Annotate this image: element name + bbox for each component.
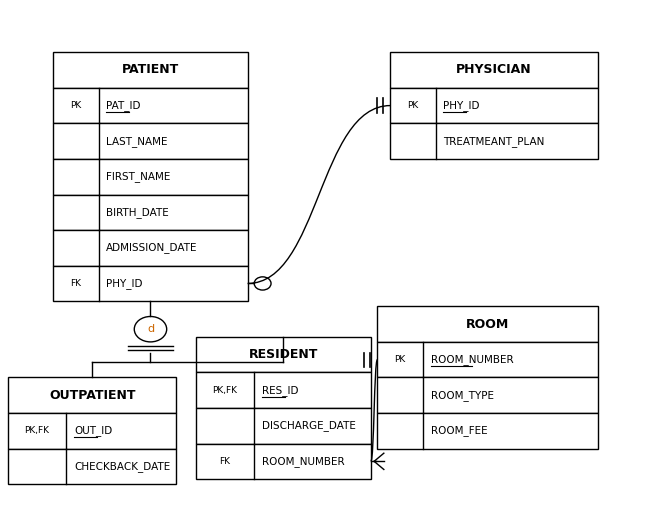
Text: PK: PK (408, 101, 419, 110)
Bar (53, 230, 248, 266)
Bar (196, 408, 371, 444)
Bar (53, 52, 248, 88)
Bar (53, 123, 248, 159)
Text: OUT_ID: OUT_ID (74, 425, 112, 436)
Text: PHY_ID: PHY_ID (443, 100, 480, 111)
Text: PHYSICIAN: PHYSICIAN (456, 63, 532, 77)
Bar (53, 266, 248, 301)
Bar (378, 413, 598, 449)
Text: ROOM_NUMBER: ROOM_NUMBER (262, 456, 344, 467)
Bar (378, 342, 598, 378)
Bar (391, 52, 598, 88)
Text: d: d (147, 323, 154, 334)
Bar (8, 449, 176, 484)
Text: RESIDENT: RESIDENT (249, 348, 318, 361)
Bar (391, 123, 598, 159)
Text: ADMISSION_DATE: ADMISSION_DATE (106, 242, 198, 253)
Text: PK: PK (70, 101, 81, 110)
Text: LAST_NAME: LAST_NAME (106, 136, 168, 147)
Text: PHY_ID: PHY_ID (106, 278, 143, 289)
Bar (53, 195, 248, 230)
Bar (196, 444, 371, 479)
Bar (8, 413, 176, 449)
Bar (196, 373, 371, 408)
Text: DISCHARGE_DATE: DISCHARGE_DATE (262, 421, 356, 431)
Text: FK: FK (70, 279, 81, 288)
Text: FIRST_NAME: FIRST_NAME (106, 171, 171, 182)
Bar (53, 159, 248, 195)
Text: PATIENT: PATIENT (122, 63, 179, 77)
Bar (8, 378, 176, 413)
Text: OUTPATIENT: OUTPATIENT (49, 389, 135, 402)
Text: PAT_ID: PAT_ID (106, 100, 141, 111)
Text: PK,FK: PK,FK (212, 386, 238, 394)
Bar (196, 337, 371, 373)
Bar (378, 378, 598, 413)
Text: TREATMEANT_PLAN: TREATMEANT_PLAN (443, 136, 545, 147)
Bar (378, 306, 598, 342)
Text: PK,FK: PK,FK (25, 426, 49, 435)
Bar (391, 88, 598, 123)
Text: ROOM_FEE: ROOM_FEE (430, 425, 487, 436)
Text: ROOM: ROOM (466, 318, 509, 331)
Text: BIRTH_DATE: BIRTH_DATE (106, 207, 169, 218)
Text: CHECKBACK_DATE: CHECKBACK_DATE (74, 461, 171, 472)
Text: PK: PK (395, 355, 406, 364)
Text: ROOM_NUMBER: ROOM_NUMBER (430, 354, 513, 365)
Text: RES_ID: RES_ID (262, 385, 298, 396)
Text: FK: FK (219, 457, 230, 466)
Text: ROOM_TYPE: ROOM_TYPE (430, 390, 493, 401)
Bar (53, 88, 248, 123)
